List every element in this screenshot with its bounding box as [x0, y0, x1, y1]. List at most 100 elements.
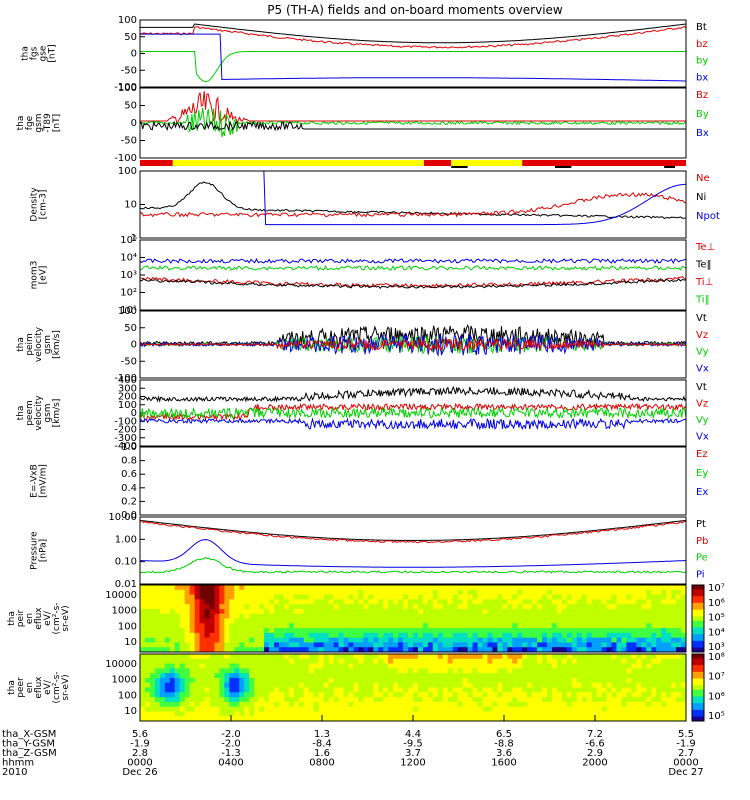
heatmap-cell [631, 589, 637, 596]
heatmap-cell [338, 711, 345, 717]
heatmap-cell [616, 711, 623, 717]
heatmap-cell [497, 701, 503, 708]
heatmap-cell [239, 623, 245, 629]
heatmap-cell [507, 604, 513, 610]
heatmap-cell [393, 599, 399, 605]
heatmap-cell [621, 599, 628, 605]
heatmap-cell [259, 668, 265, 674]
ytick-label: 0 [131, 340, 137, 351]
heatmap-cell [308, 608, 315, 615]
heatmap-cell [154, 706, 161, 713]
xaxis-value: 5.5 [678, 729, 694, 740]
heatmap-cell [174, 594, 181, 600]
heatmap-cell [378, 697, 384, 703]
heatmap-cell [427, 623, 434, 629]
heatmap-cell [661, 632, 667, 639]
xaxis-value: -1.9 [130, 739, 150, 750]
heatmap-cell [408, 668, 414, 674]
heatmap-cell [358, 637, 364, 644]
heatmap-cell [507, 654, 513, 660]
heatmap-cell [140, 658, 146, 665]
heatmap-cell [422, 647, 429, 652]
heatmap-cell [144, 632, 151, 639]
heatmap-cell [457, 692, 464, 698]
heatmap-cell [368, 623, 374, 629]
heatmap-cell [566, 697, 573, 703]
heatmap-cell [661, 673, 667, 679]
heatmap-cell [636, 663, 642, 669]
heatmap-cell [447, 618, 454, 624]
heatmap-cell [179, 697, 186, 703]
heatmap-cell [214, 654, 221, 660]
heatmap-cell [363, 687, 369, 693]
heatmap-cell [189, 585, 196, 591]
heatmap-cell [363, 604, 369, 610]
heatmap-cell [631, 692, 637, 698]
heatmap-cell [199, 618, 206, 624]
heatmap-cell [388, 677, 394, 684]
heatmap-cell [556, 682, 563, 689]
xaxis-value: 5.6 [132, 729, 148, 740]
heatmap-cell [646, 673, 652, 679]
heatmap-cell [641, 654, 647, 660]
heatmap-cell [293, 663, 300, 669]
heatmap-cell [398, 692, 404, 698]
heatmap-cell [244, 608, 250, 615]
heatmap-cell [264, 677, 270, 684]
heatmap-cell [437, 637, 444, 644]
heatmap-cell [442, 692, 449, 698]
heatmap-cell [636, 682, 642, 689]
colorbar-step [692, 647, 704, 651]
heatmap-cell [254, 701, 260, 708]
heatmap-cell [333, 682, 340, 689]
heatmap-cell [656, 604, 662, 610]
ylabel-peir_eflux: eV/ [43, 610, 53, 626]
heatmap-cell [457, 654, 464, 660]
heatmap-cell [631, 701, 637, 708]
heatmap-cell [224, 697, 230, 703]
heatmap-cell [274, 637, 280, 644]
heatmap-cell [313, 682, 320, 689]
heatmap-cell [596, 701, 603, 708]
heatmap-cell [517, 697, 523, 703]
heatmap-cell [556, 642, 563, 648]
heatmap-cell [507, 687, 513, 693]
heatmap-cell [591, 585, 598, 591]
heatmap-cell [174, 673, 181, 679]
heatmap-cell [586, 668, 593, 674]
heatmap-cell [616, 632, 623, 639]
heatmap-cell [437, 706, 444, 713]
heatmap-cell [229, 599, 235, 605]
heatmap-cell [422, 692, 429, 698]
heatmap-cell [646, 585, 652, 591]
heatmap-cell [661, 623, 667, 629]
heatmap-cell [576, 594, 583, 600]
heatmap-cell [403, 682, 409, 689]
heatmap-cell [144, 647, 151, 652]
heatmap-cell [641, 692, 647, 698]
ytick-label: 10 [124, 706, 137, 717]
heatmap-cell [259, 632, 265, 639]
heatmap-cell [408, 637, 414, 644]
heatmap-cell [313, 716, 320, 721]
heatmap-cell [581, 599, 588, 605]
heatmap-cell [264, 589, 270, 596]
heatmap-cell [144, 608, 151, 615]
heatmap-cell [174, 647, 181, 652]
heatmap-cell [447, 654, 454, 660]
heatmap-cell [283, 654, 290, 660]
heatmap-cell [616, 658, 623, 665]
heatmap-cell [199, 677, 206, 684]
heatmap-cell [259, 677, 265, 684]
heatmap-cell [492, 711, 498, 717]
heatmap-cell [194, 673, 201, 679]
heatmap-cell [338, 594, 345, 600]
heatmap-cell [611, 682, 618, 689]
heatmap-cell [353, 701, 359, 708]
heatmap-cell [581, 677, 588, 684]
heatmap-cell [487, 673, 494, 679]
heatmap-cell [561, 613, 568, 620]
heatmap-cell [566, 599, 573, 605]
heatmap-cell [199, 658, 206, 665]
